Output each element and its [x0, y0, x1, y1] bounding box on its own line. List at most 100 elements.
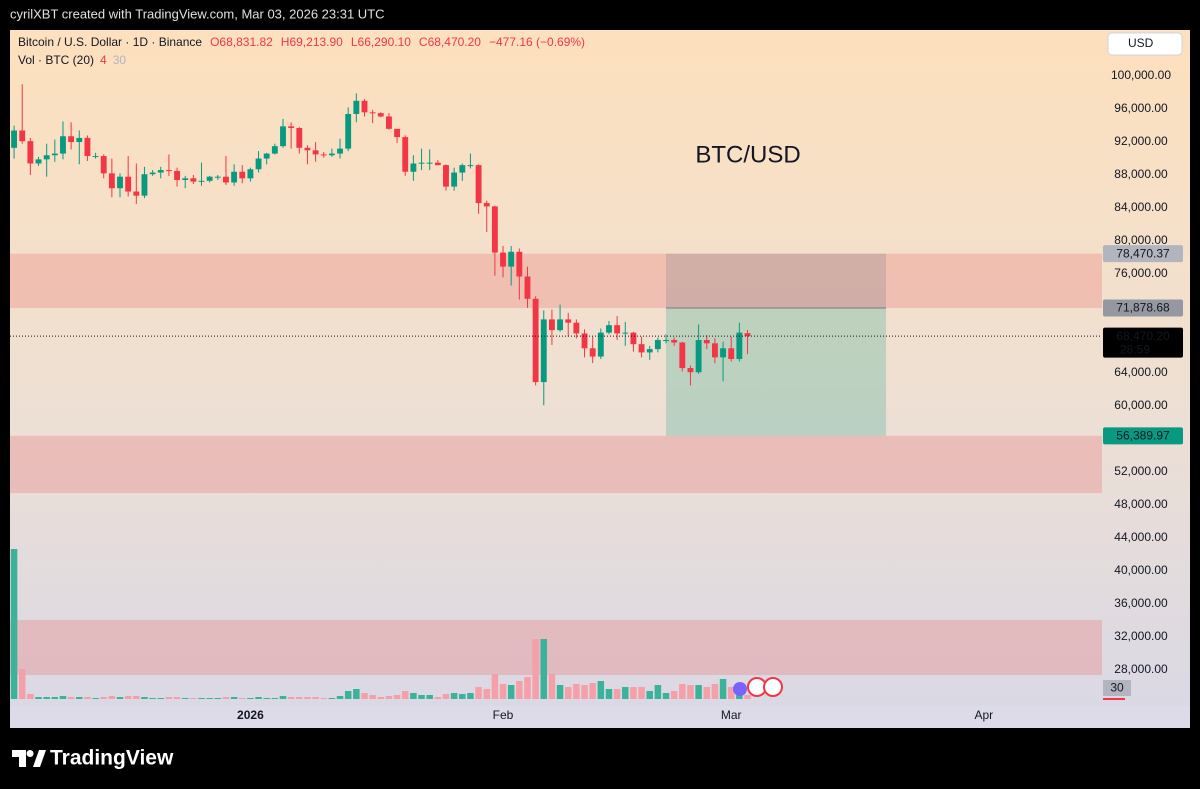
candle-body: [646, 349, 653, 353]
legend-item: O68,831.82: [210, 35, 273, 49]
volume-bar: [328, 698, 336, 699]
event-icon[interactable]: [763, 677, 783, 697]
volume-bar: [548, 674, 556, 699]
volume-bar: [336, 696, 344, 699]
volume-bar: [744, 695, 751, 699]
volume-bar: [43, 697, 50, 699]
volume-bar: [564, 687, 572, 699]
candle-body: [565, 319, 572, 323]
candle-body: [214, 176, 221, 178]
volume-bar: [426, 695, 433, 699]
legend-item: 30: [113, 53, 127, 67]
candle-body: [622, 332, 629, 334]
candle-body: [614, 325, 621, 334]
volume-bar: [100, 697, 107, 699]
y-tick-label: 100,000.00: [1111, 68, 1171, 82]
annotation: BTC/USD: [695, 141, 800, 168]
legend-item: C68,470.20: [419, 35, 481, 49]
candle-body: [288, 126, 295, 129]
candle-body: [337, 148, 343, 154]
target-tag-label: 56,389.97: [1116, 428, 1170, 442]
currency-label[interactable]: USD: [1128, 36, 1154, 50]
volume-bar: [149, 698, 156, 699]
volume-bar: [279, 696, 287, 699]
x-tick-label: Mar: [721, 708, 742, 722]
volume-bar: [418, 695, 425, 699]
tradingview-logo: TradingView: [12, 747, 174, 770]
chart: 100,000.00 96,000.00 92,000.00 88,000.00 84,…: [10, 68, 1183, 722]
volume-bar: [141, 697, 148, 699]
candle-body: [108, 173, 115, 189]
volume-bar: [287, 697, 295, 699]
logo-mark: [12, 750, 46, 767]
event-icon[interactable]: [733, 682, 747, 696]
candle-body: [223, 176, 229, 183]
volume-bar: [613, 689, 621, 699]
currency-button[interactable]: [1107, 32, 1183, 56]
candle-body: [443, 165, 449, 187]
last-price-box: [1103, 327, 1183, 358]
volume-bar: [312, 697, 319, 699]
volume-bar: [695, 685, 702, 699]
candle-body: [271, 146, 278, 154]
volume-bar: [238, 698, 246, 699]
y-tick-label: 60,000.00: [1114, 398, 1168, 412]
y-tick-label: 40,000.00: [1114, 563, 1168, 577]
y-tick-label: 36,000.00: [1114, 596, 1168, 610]
candle-body: [43, 155, 50, 160]
candle-body: [60, 136, 66, 154]
candle-body: [703, 340, 710, 344]
volume-bar: [573, 684, 580, 699]
credit: cyrilXBT created with TradingView.com, M…: [10, 6, 385, 21]
candle-body: [239, 171, 246, 179]
logo-text: TradingView: [50, 747, 174, 770]
candle-body: [475, 165, 482, 204]
y-tick-label: 64,000.00: [1114, 365, 1168, 379]
candle-body: [459, 165, 466, 173]
candle-body: [679, 342, 686, 369]
y-tick-label: 92,000.00: [1114, 134, 1168, 148]
legend-item: −477.16 (−0.69%): [489, 35, 585, 49]
volume-bar: [133, 696, 140, 699]
volume-tag-label: 30: [1110, 681, 1124, 695]
candle-body: [149, 172, 156, 175]
volume-bar: [165, 697, 173, 699]
candle-body: [573, 322, 580, 334]
volume-bar: [116, 697, 124, 699]
candle-body: [589, 348, 596, 357]
candle-body: [247, 169, 254, 179]
volume-bar: [230, 697, 238, 699]
volume-bar: [687, 685, 694, 699]
candle-body: [35, 159, 42, 164]
volume-bar: [703, 687, 711, 699]
volume-tag-box: [1103, 680, 1131, 696]
legend-item: H69,213.90: [281, 35, 343, 49]
y-tick-label: 28,000.00: [1114, 662, 1168, 676]
volume-bar: [35, 697, 42, 699]
candle-body: [353, 100, 360, 114]
candle-body: [84, 137, 91, 157]
legend-item: Bitcoin / U.S. Dollar · 1D · Binance: [18, 35, 202, 49]
volume-bar: [181, 698, 189, 699]
volume-bar: [532, 639, 539, 699]
volume-bar: [516, 681, 523, 699]
volume-bar: [385, 696, 393, 699]
candle-body: [304, 147, 311, 151]
candle-body: [345, 113, 352, 149]
volume-bar: [467, 693, 474, 699]
legend-volume: Vol · BTC (20) 4 30: [18, 53, 126, 67]
volume-bar: [214, 698, 222, 699]
volume-bar: [483, 689, 490, 699]
candle-body: [198, 180, 205, 182]
candle-body: [100, 156, 107, 174]
position-stop: [666, 253, 887, 309]
volume-bar: [92, 698, 99, 699]
candle-body: [491, 206, 498, 253]
candle-body: [320, 154, 327, 156]
y-tick-label: 32,000.00: [1114, 629, 1168, 643]
volume-bar: [255, 697, 262, 699]
volume-bar: [605, 689, 613, 699]
